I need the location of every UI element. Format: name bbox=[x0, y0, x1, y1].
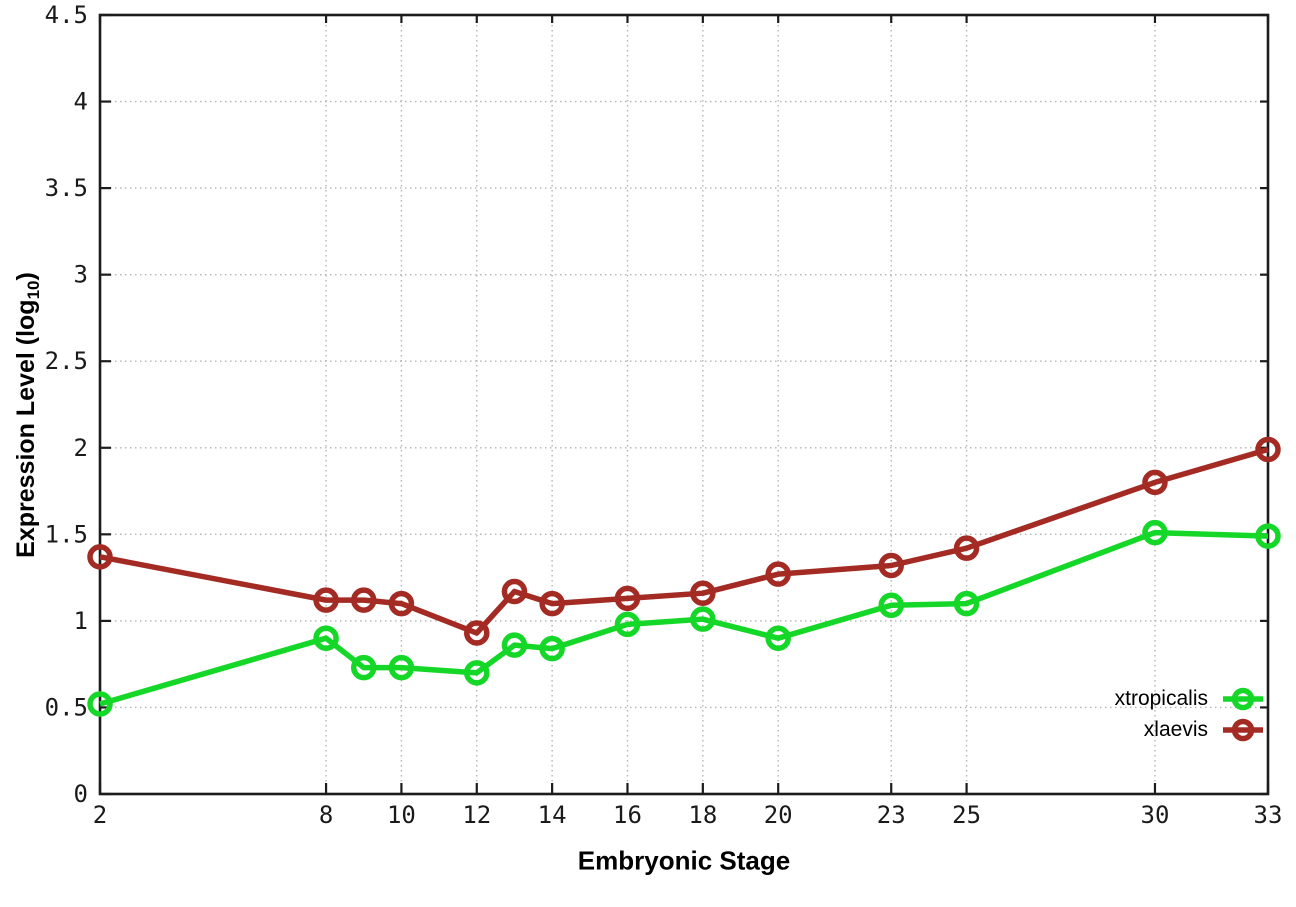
y-axis-title-text: Expression Level (log bbox=[12, 299, 40, 558]
y-tick-label-2: 2 bbox=[74, 434, 88, 462]
y-tick-label-3.5: 3.5 bbox=[45, 174, 88, 202]
data-point-xtropicalis-30 bbox=[1142, 519, 1168, 546]
y-tick-label-4: 4 bbox=[74, 88, 88, 116]
y-tick-label-0.5: 0.5 bbox=[45, 693, 88, 721]
y-tick-label-1.5: 1.5 bbox=[45, 520, 88, 548]
legend-label-xlaevis: xlaevis bbox=[1143, 718, 1208, 741]
x-tick-label-33: 33 bbox=[1254, 801, 1283, 829]
x-tick-label-23: 23 bbox=[877, 801, 906, 829]
data-point-xlaevis-23 bbox=[878, 552, 904, 579]
legend-item-xtropicalis: xtropicalis bbox=[1115, 686, 1266, 712]
data-point-xtropicalis-8 bbox=[313, 625, 339, 651]
y-axis-title-subscript: 10 bbox=[24, 280, 43, 300]
y-tick-label-1: 1 bbox=[74, 607, 88, 635]
y-tick-label-4.5: 4.5 bbox=[45, 1, 88, 29]
plot-border bbox=[98, 13, 1270, 796]
data-point-xtropicalis-9 bbox=[350, 654, 377, 681]
data-point-xtropicalis-18 bbox=[690, 606, 716, 632]
data-point-xtropicalis-10 bbox=[388, 654, 415, 681]
data-point-xlaevis-20 bbox=[765, 561, 791, 587]
y-tick-label-3: 3 bbox=[74, 261, 88, 289]
x-tick-label-18: 18 bbox=[688, 801, 717, 829]
data-point-xtropicalis-25 bbox=[953, 590, 980, 617]
data-point-xlaevis-10 bbox=[388, 590, 415, 617]
x-tick-label-14: 14 bbox=[538, 801, 567, 829]
data-point-xlaevis-30 bbox=[1142, 469, 1168, 496]
x-tick-label-2: 2 bbox=[93, 801, 107, 829]
data-point-xlaevis-14 bbox=[539, 590, 565, 617]
data-point-xtropicalis-33 bbox=[1255, 523, 1281, 549]
data-point-xlaevis-8 bbox=[313, 587, 339, 613]
x-tick-label-12: 12 bbox=[462, 801, 491, 829]
y-tick-label-0: 0 bbox=[74, 780, 88, 808]
data-point-xtropicalis-16 bbox=[614, 611, 641, 638]
x-tick-label-20: 20 bbox=[764, 801, 793, 829]
x-tick-label-25: 25 bbox=[952, 801, 981, 829]
data-point-xtropicalis-20 bbox=[765, 625, 791, 651]
y-axis-title-suffix: ) bbox=[12, 272, 40, 281]
data-point-xtropicalis-23 bbox=[878, 592, 904, 619]
y-axis-title: Expression Level (log10) bbox=[12, 272, 44, 558]
data-point-xlaevis-9 bbox=[350, 587, 377, 613]
data-point-xlaevis-2 bbox=[87, 544, 113, 570]
legend: xtropicalis xlaevis bbox=[1115, 686, 1266, 743]
series-line-xlaevis bbox=[99, 446, 1269, 636]
data-point-xtropicalis-13 bbox=[501, 632, 528, 658]
x-tick-label-30: 30 bbox=[1141, 801, 1170, 829]
data-point-xlaevis-25 bbox=[953, 535, 980, 561]
data-point-xlaevis-18 bbox=[690, 580, 716, 606]
legend-marker-xtropicalis bbox=[1223, 687, 1263, 711]
x-axis-title: Embryonic Stage bbox=[577, 845, 791, 876]
data-point-xtropicalis-12 bbox=[464, 660, 490, 686]
data-point-xtropicalis-2 bbox=[87, 691, 113, 717]
x-tick-label-16: 16 bbox=[613, 801, 642, 829]
data-point-xlaevis-13 bbox=[501, 578, 528, 605]
legend-item-xlaevis: xlaevis bbox=[1144, 717, 1266, 743]
legend-marker-xlaevis bbox=[1223, 718, 1263, 742]
data-point-xlaevis-33 bbox=[1255, 436, 1281, 463]
y-tick-label-2.5: 2.5 bbox=[45, 347, 88, 375]
data-point-xlaevis-12 bbox=[464, 620, 490, 646]
data-point-xtropicalis-14 bbox=[539, 635, 565, 662]
legend-label-xtropicalis: xtropicalis bbox=[1114, 687, 1208, 710]
data-point-xlaevis-16 bbox=[614, 585, 641, 612]
x-tick-label-8: 8 bbox=[319, 801, 333, 829]
series-line-xtropicalis bbox=[99, 529, 1269, 707]
x-tick-label-10: 10 bbox=[387, 801, 416, 829]
